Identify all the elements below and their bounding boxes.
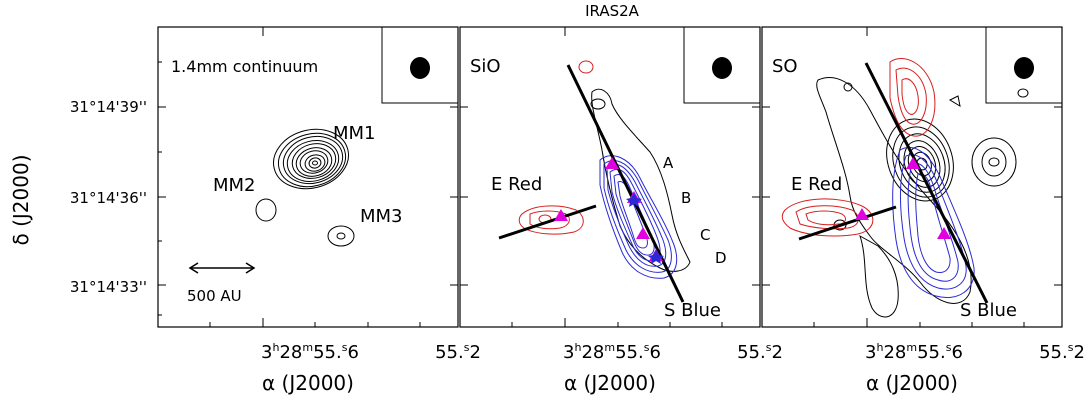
label-e-red: E Red [791, 174, 842, 195]
knot-label-b: B [681, 189, 691, 207]
panel-sio: SiO [459, 26, 761, 363]
source-label-mm2: MM2 [213, 175, 256, 196]
x-tick-right: 55.s2 [737, 341, 783, 363]
x-tick-right: 55.s2 [1039, 341, 1085, 363]
figure-title: IRAS2A [585, 2, 640, 20]
beam-ellipse [1014, 57, 1034, 79]
y-tick-label-2: 31°14'36'' [70, 189, 147, 207]
source-label-mm1: MM1 [333, 123, 376, 144]
source-label-mm3: MM3 [360, 206, 403, 227]
sio-black-knot [590, 98, 606, 110]
panel-so: SO [761, 26, 1085, 363]
sio-blue-contours [599, 155, 678, 279]
sio-knot-stars [626, 193, 664, 264]
knot-label-c: C [700, 226, 710, 244]
axis-ticks [762, 27, 1062, 327]
beam-box-contour [1017, 88, 1029, 98]
x-axis-label: α (J2000) [866, 371, 958, 395]
panel-label-continuum: 1.4mm continuum [171, 57, 318, 76]
y-tick-label-3: 31°14'33'' [70, 278, 147, 296]
mm3-contours [327, 225, 355, 247]
jet-axis-south [864, 62, 989, 304]
so-markers [855, 157, 951, 239]
beam-box [683, 26, 761, 104]
x-axis-label: α (J2000) [262, 371, 354, 395]
scale-bar-label: 500 AU [187, 287, 242, 305]
panel-frame [761, 26, 1063, 328]
panel-label-so: SO [772, 56, 798, 77]
mm2-contour [255, 198, 277, 222]
y-axis-label: δ (J2000) [9, 155, 33, 246]
jet-axis-east [798, 205, 897, 241]
scale-bar [188, 262, 256, 274]
x-tick-center: 3h28m55.s6 [563, 341, 661, 363]
panel-frame [459, 26, 761, 328]
knot-label-d: D [715, 249, 727, 267]
so-black-contours [816, 77, 1017, 318]
panel-continuum: 1.4mm continuum MM1 MM2 MM3 [157, 26, 459, 363]
x-tick-right: 55.s2 [435, 341, 481, 363]
beam-box [985, 26, 1063, 104]
beam-box [381, 26, 459, 104]
so-red-contours [781, 58, 936, 237]
label-s-blue: S Blue [664, 300, 721, 321]
sio-black-contour [591, 88, 691, 272]
label-s-blue: S Blue [960, 300, 1017, 321]
panel-label-sio: SiO [470, 56, 501, 77]
x-tick-center: 3h28m55.s6 [261, 341, 359, 363]
panel-frame [157, 26, 459, 328]
knot-label-a: A [663, 154, 674, 172]
jet-axis-south [566, 64, 685, 303]
axis-ticks [158, 27, 458, 327]
x-axis-label: α (J2000) [564, 371, 656, 395]
axis-ticks [460, 27, 760, 327]
beam-ellipse [712, 57, 732, 79]
x-tick-center: 3h28m55.s6 [865, 341, 963, 363]
mm1-contours [273, 128, 349, 190]
label-e-red: E Red [491, 174, 542, 195]
sio-red-knot [578, 60, 594, 74]
beam-ellipse [410, 57, 430, 79]
jet-axis-east [498, 204, 597, 240]
y-tick-label-1: 31°14'39'' [70, 98, 147, 116]
